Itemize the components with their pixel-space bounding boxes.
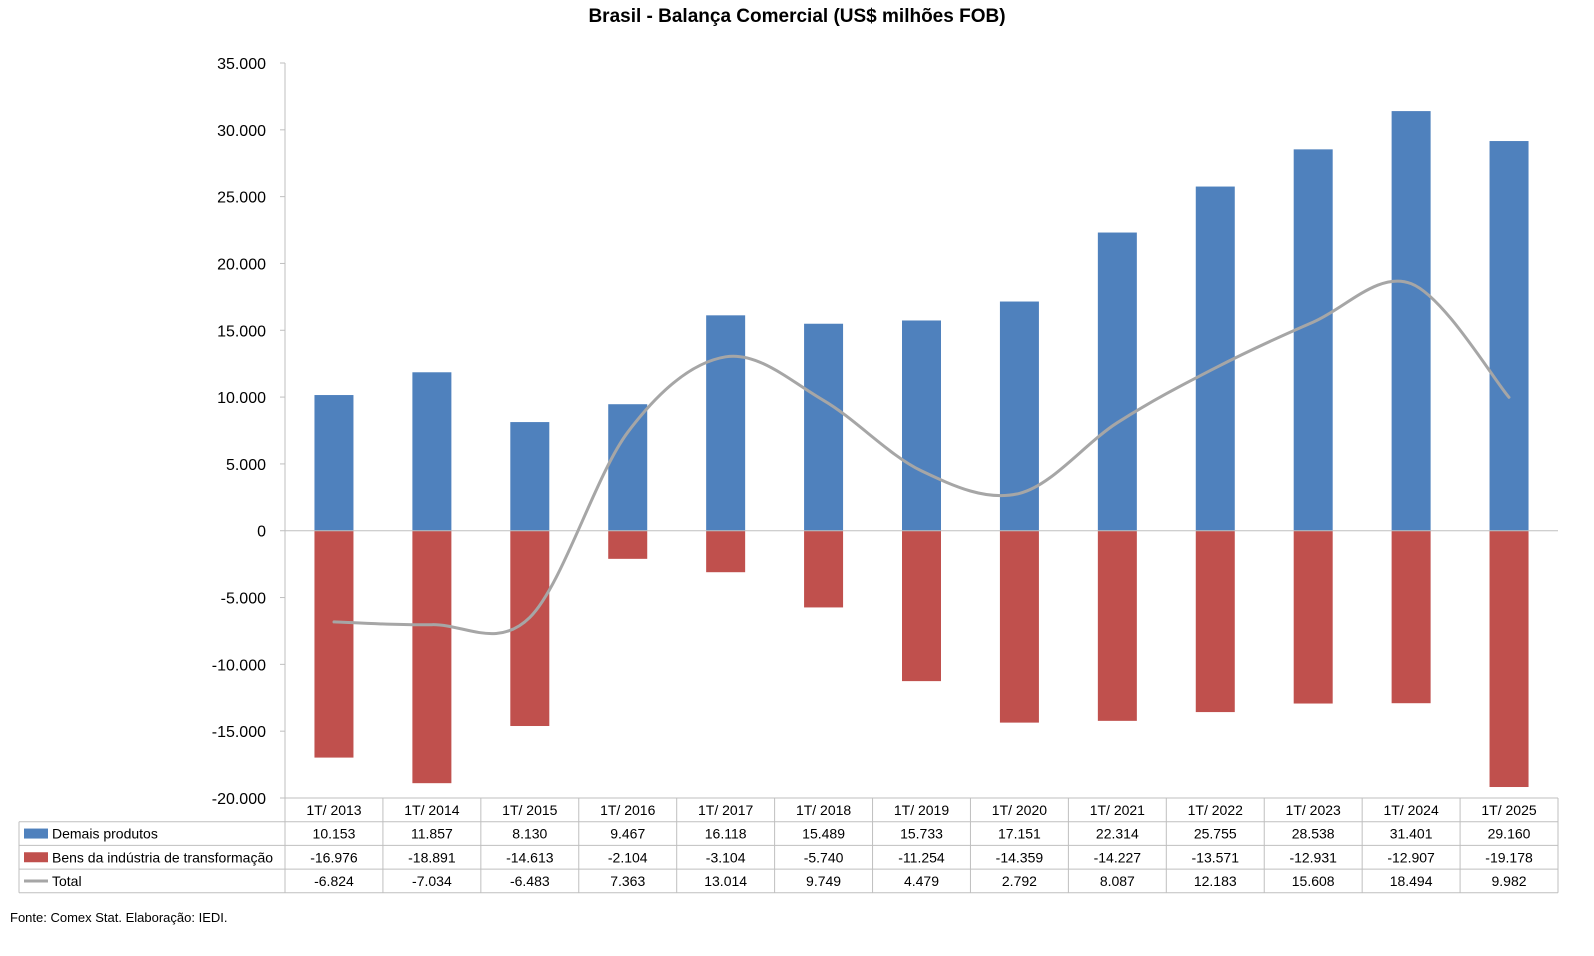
data-label: 29.160 [1488,826,1531,842]
bar-demais-produtos [1489,141,1529,531]
bar-bens-industria [804,530,844,608]
bar-demais-produtos [706,315,746,531]
data-label: 13.014 [704,873,747,889]
bar-bens-industria [1097,530,1137,721]
bar-bens-industria [608,530,648,559]
y-tick-label: 35.000 [217,56,266,73]
data-label: -2.104 [608,849,648,865]
line-total [332,279,1511,636]
data-label: 25.755 [1194,826,1237,842]
data-label: -3.104 [706,849,746,865]
chart-area: 35.000 30.000 25.000 20.000 15.000 10.000 5.00… [18,56,1559,894]
data-label: 11.857 [411,826,453,842]
y-tick-label: 10.000 [217,390,266,407]
y-tick-label: -15.000 [212,724,266,741]
category-label: 1T/ 2021 [1090,802,1145,818]
data-label: -16.976 [310,849,358,865]
data-label: 17.151 [998,826,1041,842]
data-label: 31.401 [1390,826,1433,842]
bar-demais-produtos [510,422,550,531]
data-label: -12.931 [1289,849,1337,865]
data-label: 12.183 [1194,873,1237,889]
data-label: 9.467 [610,826,645,842]
bar-bens-industria [412,530,452,784]
y-tick-label: 15.000 [217,323,266,340]
bar-bens-industria [1195,530,1235,713]
y-tick-label: -5.000 [221,591,266,608]
category-label: 1T/ 2017 [698,802,753,818]
category-label: 1T/ 2019 [894,802,949,818]
data-label: -18.891 [408,849,456,865]
data-label: -11.254 [898,849,945,865]
bar-demais-produtos [902,320,941,531]
data-label: 15.489 [802,826,845,842]
data-label: -14.613 [506,849,554,865]
data-label: 8.130 [512,826,547,842]
data-label: 16.118 [705,826,747,842]
data-label: -14.227 [1094,849,1142,865]
bar-demais-produtos [608,404,648,531]
data-label: 9.982 [1492,873,1527,889]
category-label: 1T/ 2018 [796,802,851,818]
legend-label: Total [52,873,82,889]
category-label: 1T/ 2025 [1481,802,1536,818]
data-label: -14.359 [996,849,1044,865]
bar-demais-produtos [1195,186,1235,531]
legend-label: Bens da indústria de transformação [52,849,273,865]
bar-bens-industria [999,530,1039,723]
category-label: 1T/ 2020 [992,802,1047,818]
bar-bens-industria [1489,530,1529,788]
category-label: 1T/ 2013 [306,802,361,818]
y-tick-label: 20.000 [217,256,266,273]
bar-demais-produtos [412,372,452,531]
data-label: -7.034 [412,873,452,889]
data-label: 15.733 [900,826,943,842]
y-tick-label: 0 [257,524,266,541]
bar-bens-industria [1391,530,1431,704]
data-label: -6.824 [314,873,354,889]
source-note: Fonte: Comex Stat. Elaboração: IEDI. [10,910,228,925]
category-label: 1T/ 2016 [600,802,655,818]
bar-bens-industria [902,530,941,682]
legend-key [24,828,48,839]
bar-demais-produtos [804,323,844,531]
data-label: 18.494 [1390,873,1433,889]
category-label: 1T/ 2023 [1286,802,1341,818]
y-tick-label: 5.000 [226,457,266,474]
bar-bens-industria [314,530,354,758]
category-label: 1T/ 2015 [502,802,557,818]
legend-key [24,852,48,863]
data-label: 2.792 [1002,873,1037,889]
data-label: 22.314 [1096,826,1139,842]
data-label: 28.538 [1292,826,1335,842]
bar-bens-industria [706,530,746,573]
chart-title: Brasil - Balança Comercial (US$ milhões … [588,6,1006,27]
y-tick-label: 30.000 [217,123,266,140]
bar-demais-produtos [1097,232,1137,531]
data-label: -6.483 [510,873,550,889]
data-label: 4.479 [904,873,939,889]
data-label: -12.907 [1387,849,1435,865]
y-tick-label: -10.000 [212,657,266,674]
data-label: 9.749 [806,873,841,889]
data-label: 15.608 [1292,873,1335,889]
data-label: 7.363 [610,873,645,889]
legend-label: Demais produtos [52,826,158,842]
data-label: -19.178 [1485,849,1533,865]
y-tick-label: -20.000 [212,791,266,808]
y-tick-label: 25.000 [217,190,266,207]
data-label: -5.740 [804,849,844,865]
data-label: 10.153 [313,826,356,842]
bar-demais-produtos [314,395,354,531]
data-label: -13.571 [1192,849,1240,865]
bar-bens-industria [1293,530,1333,704]
category-label: 1T/ 2024 [1383,802,1438,818]
bar-demais-produtos [1391,111,1431,531]
bar-demais-produtos [1293,149,1333,531]
category-label: 1T/ 2014 [404,802,459,818]
data-label: 8.087 [1100,873,1135,889]
category-label: 1T/ 2022 [1188,802,1243,818]
